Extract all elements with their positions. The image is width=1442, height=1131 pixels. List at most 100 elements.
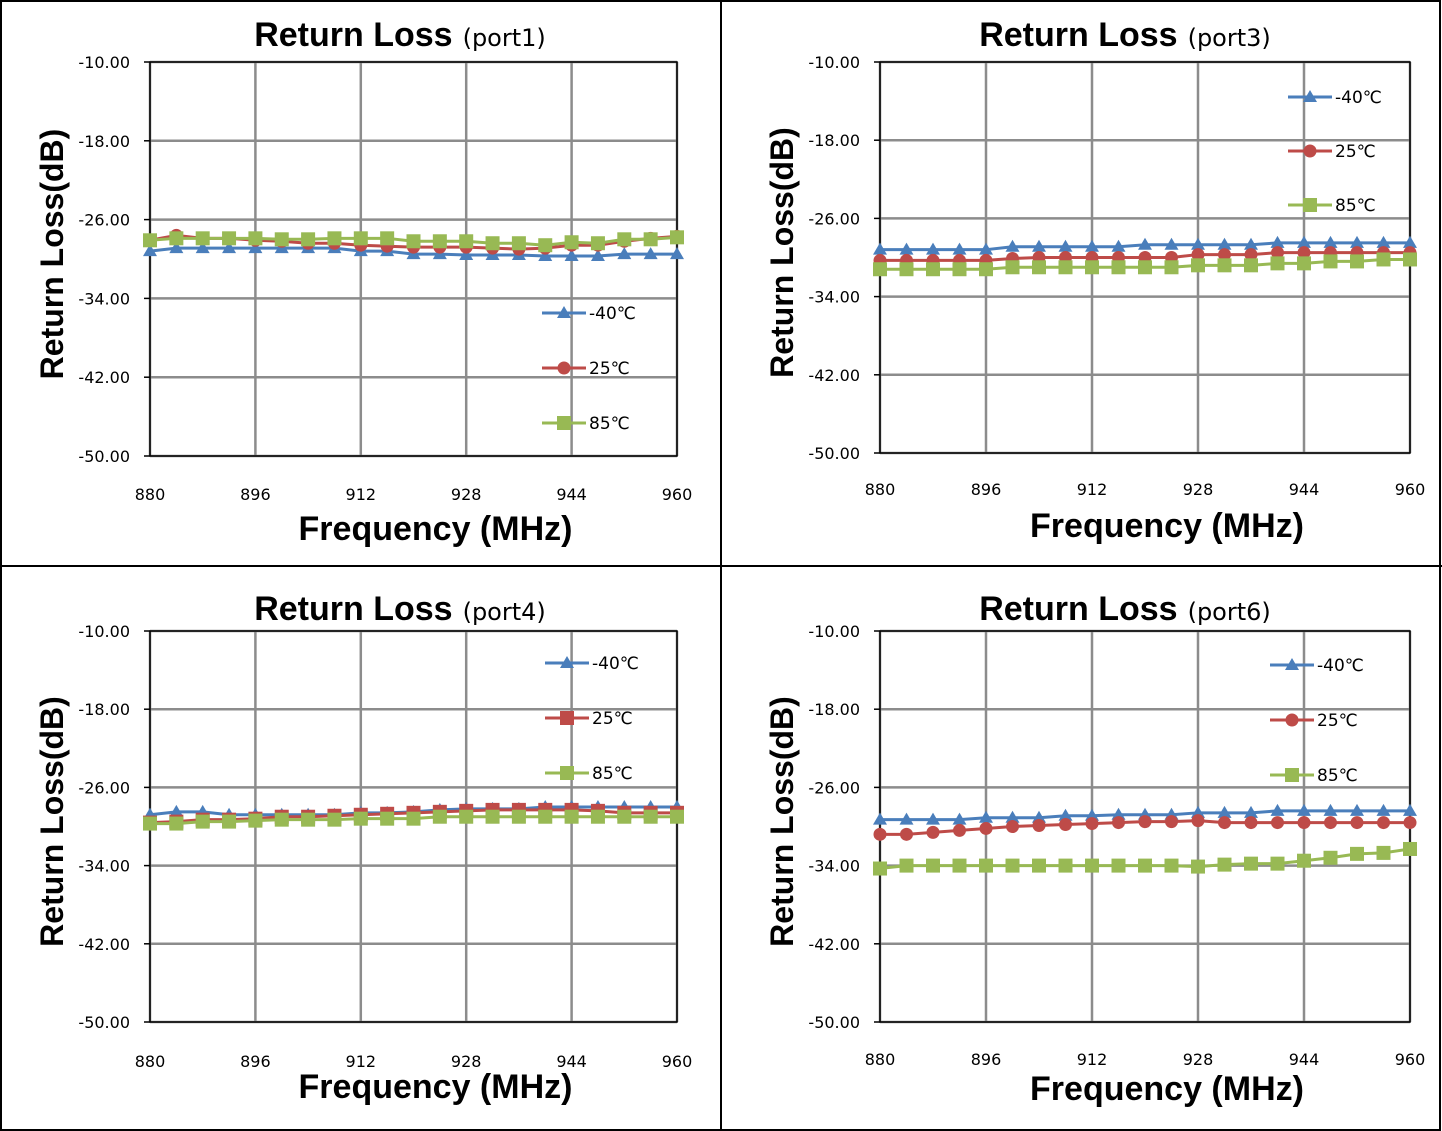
y-tick-label: -18.00 <box>78 132 130 151</box>
chart-panel-2: Return Loss (port3) -10.00 -18.00 -26.00 -34.… <box>764 16 1425 545</box>
data-point <box>485 809 500 824</box>
legend-label: 25℃ <box>592 709 633 729</box>
data-point <box>1191 258 1205 273</box>
data-point <box>1006 820 1019 833</box>
data-point <box>222 241 237 254</box>
data-point <box>979 262 993 277</box>
data-point <box>590 809 605 824</box>
data-point <box>617 809 632 824</box>
data-point <box>1005 260 1020 275</box>
data-point <box>274 812 289 827</box>
data-point <box>1085 817 1099 831</box>
data-point <box>1032 260 1046 275</box>
y-tick-label: -34.00 <box>808 857 860 876</box>
data-point <box>1191 814 1205 828</box>
x-tick-label: 960 <box>662 485 693 504</box>
legend-marker <box>1285 713 1299 727</box>
chart-title-sub: (port1) <box>463 24 546 52</box>
data-point <box>485 236 500 251</box>
data-point <box>1350 803 1364 816</box>
data-point <box>1377 816 1390 830</box>
x-tick-label: 944 <box>1289 480 1320 499</box>
y-tick-label: -10.00 <box>808 622 860 641</box>
data-point <box>195 241 210 254</box>
x-tick-label: 880 <box>135 485 166 504</box>
data-point <box>1112 816 1125 830</box>
data-point <box>926 858 940 873</box>
data-point <box>1376 845 1391 860</box>
chart-title-main: Return Loss <box>254 16 452 54</box>
data-point <box>169 241 184 254</box>
y-axis-label: Return Loss(dB) <box>764 127 800 378</box>
data-point <box>1350 235 1364 248</box>
x-tick-label: 928 <box>451 485 482 504</box>
data-point <box>1138 237 1152 250</box>
y-tick-label: -42.00 <box>808 935 860 954</box>
legend-label: 25℃ <box>589 359 630 379</box>
legend-marker <box>1303 144 1317 158</box>
legend-marker <box>560 656 574 668</box>
data-point <box>353 231 368 246</box>
chart-title-sub: (port6) <box>1188 598 1271 626</box>
legend-marker <box>1303 90 1317 102</box>
y-tick-label: -50.00 <box>78 447 130 466</box>
data-point <box>979 858 993 873</box>
chart-panel-3: Return Loss (port4) -10.00 -18.00 -26.00 -34.… <box>34 590 692 1106</box>
data-point <box>1059 818 1072 832</box>
data-point <box>1297 803 1311 816</box>
data-point <box>979 242 993 255</box>
legend: -40℃ 25℃ 85℃ <box>545 654 639 784</box>
data-point <box>1058 239 1073 252</box>
data-point <box>1217 857 1232 872</box>
data-point <box>1032 810 1046 823</box>
y-tick-label: -50.00 <box>808 444 860 463</box>
x-tick-label: 896 <box>971 480 1002 499</box>
legend-marker <box>1285 768 1299 782</box>
data-point <box>899 262 914 277</box>
data-point <box>670 230 684 245</box>
x-tick-label: 912 <box>346 485 377 504</box>
data-point <box>432 809 447 824</box>
y-tick-label: -18.00 <box>78 700 130 719</box>
data-point <box>1403 816 1417 830</box>
data-point <box>1138 858 1152 873</box>
data-point <box>1297 853 1311 868</box>
y-tick-label: -34.00 <box>78 857 130 876</box>
data-point <box>900 827 913 841</box>
data-point <box>1244 856 1258 871</box>
data-point <box>952 858 967 873</box>
data-point <box>432 234 447 249</box>
data-point <box>1323 803 1338 816</box>
data-point <box>1244 237 1258 250</box>
data-point <box>979 810 993 823</box>
data-point <box>564 249 579 262</box>
data-point <box>248 231 263 246</box>
data-point <box>169 231 184 246</box>
data-point <box>1376 803 1391 816</box>
x-tick-label: 912 <box>1077 1050 1108 1069</box>
data-point <box>1323 254 1338 269</box>
data-point <box>169 804 184 817</box>
data-point <box>926 812 940 825</box>
data-point <box>1191 248 1205 262</box>
series-2 <box>873 814 1417 841</box>
data-point <box>1217 258 1232 273</box>
data-point <box>643 232 658 247</box>
data-point <box>1138 260 1152 275</box>
data-point <box>899 242 914 255</box>
x-tick-label: 960 <box>1395 1050 1426 1069</box>
data-point <box>1164 237 1179 250</box>
data-point <box>380 811 395 826</box>
chart-title-main: Return Loss <box>254 590 452 628</box>
data-point <box>1403 803 1417 816</box>
x-tick-label: 960 <box>662 1052 693 1071</box>
data-point <box>617 232 632 247</box>
data-point <box>1111 260 1126 275</box>
legend-marker <box>1303 198 1317 212</box>
data-point <box>1164 858 1179 873</box>
x-tick-label: 880 <box>135 1052 166 1071</box>
data-point <box>564 809 579 824</box>
data-point <box>406 234 421 249</box>
data-point <box>1085 808 1099 821</box>
data-point <box>538 249 553 262</box>
